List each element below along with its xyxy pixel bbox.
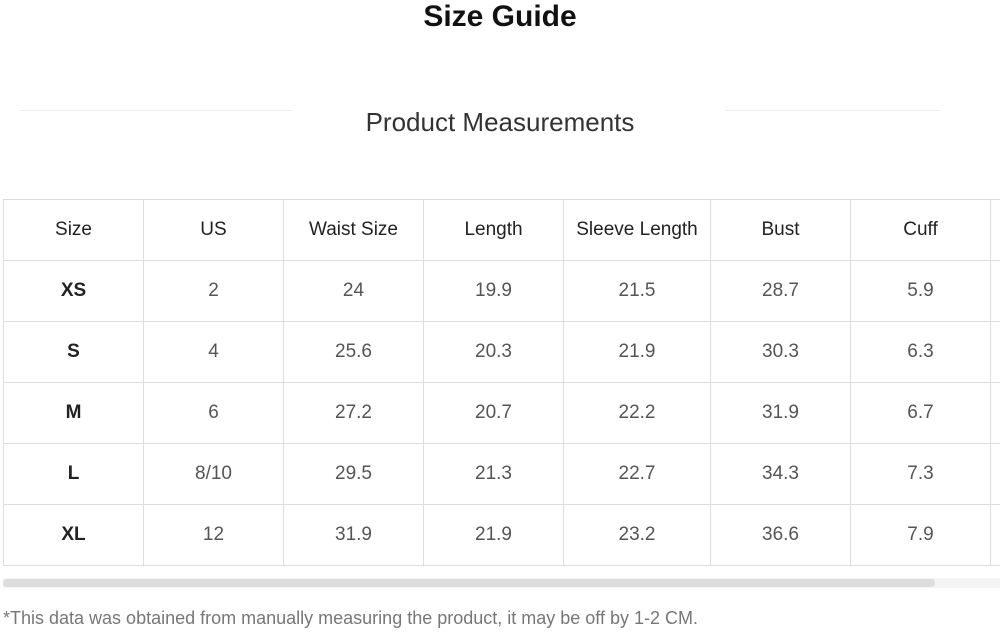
size-cell: L bbox=[3, 443, 144, 505]
table-row: S 4 25.6 20.3 21.9 30.3 6.3 bbox=[3, 321, 1000, 383]
table-cell: 20.7 bbox=[423, 382, 564, 444]
table-cell: 21.9 bbox=[563, 321, 711, 383]
table-cell: 34.3 bbox=[710, 443, 851, 505]
table-cell: 22.2 bbox=[563, 382, 711, 444]
section-title: Product Measurements bbox=[365, 107, 635, 137]
table-cell: 21.5 bbox=[563, 260, 711, 322]
column-header: Size bbox=[3, 199, 144, 261]
size-cell: M bbox=[3, 382, 144, 444]
table-cell: 25.6 bbox=[283, 321, 424, 383]
column-header: Bust bbox=[710, 199, 851, 261]
table-cell: 2 bbox=[143, 260, 284, 322]
size-cell: XL bbox=[3, 504, 144, 566]
table-cell: 24 bbox=[283, 260, 424, 322]
table-cell: 5.9 bbox=[850, 260, 991, 322]
table-row: L 8/10 29.5 21.3 22.7 34.3 7.3 bbox=[3, 443, 1000, 505]
column-header: US bbox=[143, 199, 284, 261]
table-cell: 36.6 bbox=[710, 504, 851, 566]
table-cell: 6 bbox=[143, 382, 284, 444]
table-cell: 29.5 bbox=[283, 443, 424, 505]
table-cell: 31.9 bbox=[283, 504, 424, 566]
table-cell: 7.9 bbox=[850, 504, 991, 566]
table-cell: 6.7 bbox=[850, 382, 991, 444]
divider-right bbox=[725, 110, 940, 111]
table-cell: 20.3 bbox=[423, 321, 564, 383]
table-row: XS 2 24 19.9 21.5 28.7 5.9 bbox=[3, 260, 1000, 322]
table-cell: 22.7 bbox=[563, 443, 711, 505]
horizontal-scrollbar[interactable] bbox=[3, 578, 1000, 588]
table-cell: 19.9 bbox=[423, 260, 564, 322]
column-header: Length bbox=[423, 199, 564, 261]
size-cell: S bbox=[3, 321, 144, 383]
column-header: Cuff bbox=[850, 199, 991, 261]
page-title: Size Guide bbox=[423, 0, 577, 33]
table-cell: 12 bbox=[143, 504, 284, 566]
table-header-row: Size US Waist Size Length Sleeve Length Bust C… bbox=[3, 199, 1000, 261]
size-table: Size US Waist Size Length Sleeve Length Bust C… bbox=[3, 199, 1000, 566]
table-cell: 23.2 bbox=[563, 504, 711, 566]
table-cell bbox=[990, 443, 1000, 505]
table-cell: 21.3 bbox=[423, 443, 564, 505]
table-cell: 6.3 bbox=[850, 321, 991, 383]
column-header: Sleeve Length bbox=[563, 199, 711, 261]
size-table-container: Size US Waist Size Length Sleeve Length Bust C… bbox=[3, 199, 1000, 566]
table-cell bbox=[990, 382, 1000, 444]
table-cell bbox=[990, 321, 1000, 383]
table-cell: 7.3 bbox=[850, 443, 991, 505]
disclaimer-note: *This data was obtained from manually me… bbox=[3, 608, 699, 628]
table-cell bbox=[990, 504, 1000, 566]
table-cell: 31.9 bbox=[710, 382, 851, 444]
table-row: XL 12 31.9 21.9 23.2 36.6 7.9 bbox=[3, 504, 1000, 566]
column-header bbox=[990, 199, 1000, 261]
size-cell: XS bbox=[3, 260, 144, 322]
table-cell bbox=[990, 260, 1000, 322]
table-cell: 27.2 bbox=[283, 382, 424, 444]
table-row: M 6 27.2 20.7 22.2 31.9 6.7 bbox=[3, 382, 1000, 444]
table-cell: 8/10 bbox=[143, 443, 284, 505]
table-cell: 21.9 bbox=[423, 504, 564, 566]
table-cell: 28.7 bbox=[710, 260, 851, 322]
table-cell: 4 bbox=[143, 321, 284, 383]
column-header: Waist Size bbox=[283, 199, 424, 261]
table-cell: 30.3 bbox=[710, 321, 851, 383]
divider-left bbox=[20, 110, 292, 111]
scrollbar-thumb[interactable] bbox=[3, 579, 935, 587]
